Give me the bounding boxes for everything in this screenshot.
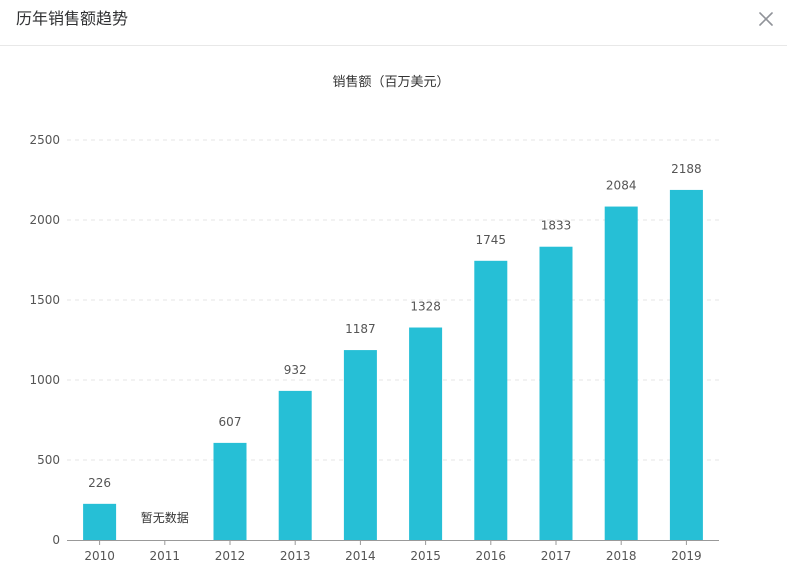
bars <box>83 189 703 541</box>
y-tick-label: 0 <box>52 533 60 547</box>
data-label: 1187 <box>345 322 376 336</box>
data-label: 1833 <box>541 219 572 233</box>
bar-2019[interactable] <box>669 189 703 541</box>
x-tick-label: 2011 <box>150 549 181 563</box>
data-labels: 226 暂无数据 607 932 1187 1328 1745 1833 2084 2188 <box>88 162 702 525</box>
y-axis: 0 500 1000 1500 2000 2500 <box>29 133 60 547</box>
y-tick-label: 1000 <box>29 373 60 387</box>
chart-title: 销售额（百万美元） <box>332 74 449 90</box>
bar-chart: 销售额（百万美元） 0 500 1000 1500 2000 2500 226 暂无数据 60… <box>29 74 719 563</box>
chart-area: 销售额（百万美元） 0 500 1000 1500 2000 2500 226 暂无数据 60… <box>0 47 787 583</box>
y-tick-label: 1500 <box>29 293 60 307</box>
y-tick-label: 2000 <box>29 213 60 227</box>
y-tick-label: 500 <box>37 453 60 467</box>
bar-2012[interactable] <box>213 442 247 540</box>
bar-2017[interactable] <box>539 246 573 540</box>
data-label: 2188 <box>671 162 702 176</box>
x-tick-label: 2012 <box>215 549 246 563</box>
bar-2013[interactable] <box>278 390 312 540</box>
x-tick-label: 2015 <box>410 549 441 563</box>
dialog-title: 历年销售额趋势 <box>16 9 129 28</box>
x-tick-label: 2016 <box>476 549 507 563</box>
close-button[interactable] <box>754 7 778 31</box>
x-tick-label: 2010 <box>84 549 115 563</box>
data-label: 2084 <box>606 179 637 193</box>
close-icon <box>759 12 773 26</box>
bar-2015[interactable] <box>409 327 443 540</box>
y-tick-label: 2500 <box>29 133 60 147</box>
data-label: 226 <box>88 476 111 490</box>
bar-2016[interactable] <box>474 260 508 540</box>
no-data-label: 暂无数据 <box>141 510 189 525</box>
x-axis: 2010 2011 2012 2013 2014 2015 2016 2017 2018 2019 <box>67 540 719 563</box>
bar-2014[interactable] <box>343 350 377 540</box>
data-label: 607 <box>219 415 242 429</box>
dialog-header: 历年销售额趋势 <box>0 0 787 46</box>
bar-2010[interactable] <box>83 503 117 540</box>
x-tick-label: 2013 <box>280 549 311 563</box>
data-label: 1328 <box>410 300 441 314</box>
bar-2018[interactable] <box>604 206 638 540</box>
x-tick-label: 2014 <box>345 549 376 563</box>
x-tick-label: 2017 <box>541 549 572 563</box>
data-label: 1745 <box>476 233 507 247</box>
data-label: 932 <box>284 363 307 377</box>
x-tick-label: 2018 <box>606 549 637 563</box>
x-tick-label: 2019 <box>671 549 702 563</box>
